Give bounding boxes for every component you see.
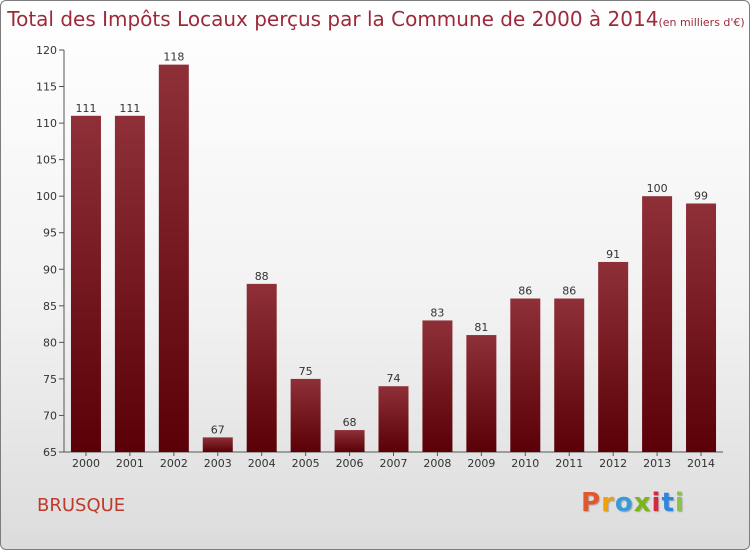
y-tick-label: 80 [43,336,57,349]
x-tick-label: 2001 [116,457,144,470]
title-unit: (en milliers d'€) [658,16,745,29]
bar-value-label: 111 [119,102,140,115]
bar-value-label: 75 [299,365,313,378]
bar-value-label: 91 [606,248,620,261]
y-tick-label: 95 [43,227,57,240]
logo-letter: i [651,488,662,518]
bar [642,196,673,452]
y-tick-label: 120 [36,44,57,57]
chart-bars [70,64,717,453]
title-text: Total des Impôts Locaux perçus par la Co… [7,7,659,31]
logo-letter: P [581,488,602,518]
chart-axes: 65 70 75 80 85 90 95 100 105 110 115 120 2000 2001 200… [36,44,723,470]
bar-value-label: 118 [163,51,184,64]
x-tick-label: 2007 [380,457,408,470]
bar [422,320,453,452]
logo-letter: r [601,488,615,518]
logo-letter: o [614,488,634,518]
logo-letter: x [633,488,652,518]
bar-value-label: 100 [647,182,668,195]
bar [598,261,629,452]
x-tick-label: 2010 [511,457,539,470]
x-tick-label: 2013 [643,457,671,470]
y-tick-label: 90 [43,263,57,276]
bar-value-label: 67 [211,423,225,436]
bar-value-label: 86 [518,285,532,298]
x-tick-label: 2014 [687,457,715,470]
y-tick-label: 85 [43,300,57,313]
x-tick-label: 2008 [423,457,451,470]
y-tick-label: 100 [36,190,57,203]
bar-value-label: 74 [387,372,401,385]
x-tick-label: 2009 [467,457,495,470]
y-tick-label: 110 [36,117,57,130]
y-tick-label: 105 [36,154,57,167]
bar-value-label: 83 [430,306,444,319]
bar [290,378,321,452]
y-tick-label: 115 [36,81,57,94]
x-tick-label: 2003 [204,457,232,470]
bar [114,115,145,453]
logo-letter: i [674,488,685,518]
proxiti-logo: Proxiti [581,488,685,518]
bar-value-label: 88 [255,270,269,283]
y-tick-label: 70 [43,409,57,422]
y-tick-label: 75 [43,373,57,386]
chart-title: Total des Impôts Locaux perçus par la Co… [1,7,749,31]
x-tick-label: 2005 [292,457,320,470]
x-tick-label: 2000 [72,457,100,470]
x-tick-label: 2012 [599,457,627,470]
bar-value-label: 99 [694,189,708,202]
bar [510,298,541,452]
logo-letter: t [661,488,675,518]
bar [378,386,409,452]
bar-value-label: 111 [75,102,96,115]
commune-name: BRUSQUE [37,495,126,516]
bar [70,115,101,453]
bar [334,430,365,452]
x-tick-label: 2004 [248,457,276,470]
bar [554,298,585,452]
bar-value-label: 81 [474,321,488,334]
x-tick-label: 2011 [555,457,583,470]
bar [202,437,233,452]
bar-value-label: 68 [343,416,357,429]
x-tick-label: 2002 [160,457,188,470]
bar [246,283,277,452]
y-tick-label: 65 [43,446,57,459]
bar [686,203,717,452]
x-tick-label: 2006 [336,457,364,470]
bar [158,64,189,453]
bar-value-label: 86 [562,285,576,298]
bar [466,335,497,452]
chart-value-labels: 111 111 118 67 88 75 68 74 83 81 86 86 91 100 99 [75,51,708,437]
